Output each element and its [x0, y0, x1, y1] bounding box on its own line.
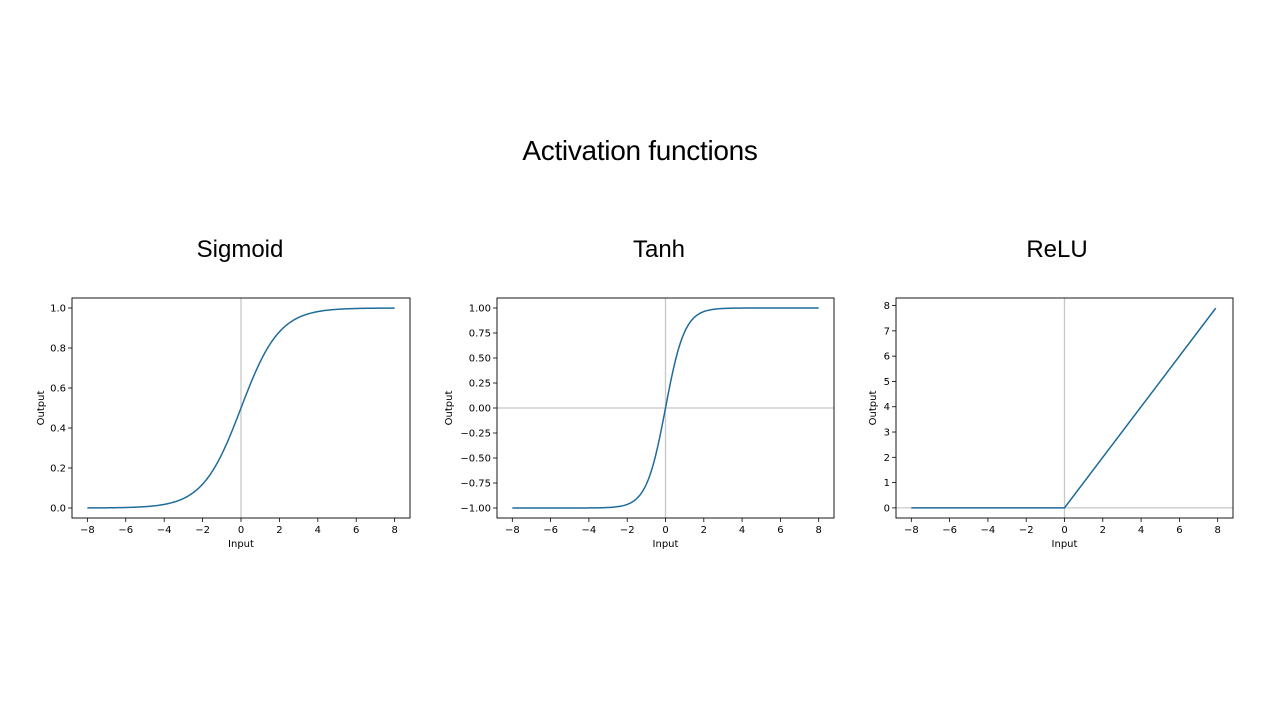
- sigmoid-y-tick-label: 0.8: [50, 344, 66, 355]
- page-title: Activation functions: [522, 135, 758, 166]
- tanh-x-tick-label: −4: [582, 525, 597, 536]
- relu-x-tick-label: 6: [1176, 525, 1182, 536]
- tanh-x-tick-label: 8: [815, 525, 821, 536]
- tanh-y-axis-label: Output: [444, 391, 455, 426]
- tanh-x-tick-label: −2: [620, 525, 635, 536]
- relu-y-tick-label: 8: [884, 301, 890, 312]
- sigmoid-x-tick-label: 2: [276, 525, 282, 536]
- sigmoid-x-tick-label: −8: [80, 525, 95, 536]
- sigmoid-x-tick-label: −4: [157, 525, 172, 536]
- sigmoid-chart: −8 −6 −4 −2 0 2 4 6 8 0.0 0.2 0.4 0.6 0.8 1.0 Input Outp…: [36, 297, 411, 550]
- tanh-y-tick-label: −0.25: [460, 429, 491, 440]
- relu-x-axis-label: Input: [1052, 539, 1078, 550]
- sigmoid-x-tick-label: 4: [315, 525, 321, 536]
- relu-y-tick-label: 4: [884, 402, 890, 413]
- tanh-chart-title: Tanh: [632, 236, 686, 263]
- tanh-y-tick-label: 0.50: [469, 354, 491, 365]
- relu-x-tick-label: −8: [904, 525, 919, 536]
- tanh-x-tick-label: 2: [701, 525, 707, 536]
- sigmoid-y-tick-label: 0.4: [50, 424, 66, 435]
- relu-chart-title: ReLU: [1026, 236, 1088, 263]
- relu-curve: [911, 307, 1217, 509]
- sigmoid-x-axis-label: Input: [228, 539, 254, 550]
- relu-y-axis-label: Output: [868, 391, 879, 426]
- tanh-x-tick-label: −6: [543, 525, 558, 536]
- relu-chart: −8 −6 −4 −2 0 2 4 6 8 0 1 2 3 4 5 6 7 8 Input Output: [868, 297, 1234, 550]
- relu-x-tick-label: 0: [1061, 525, 1067, 536]
- sigmoid-curve: [87, 307, 395, 509]
- tanh-y-tick-label: −1.00: [460, 504, 491, 515]
- tanh-x-axis-label: Input: [653, 539, 679, 550]
- relu-y-tick-label: 0: [884, 503, 890, 514]
- relu-y-tick-label: 3: [884, 428, 890, 439]
- relu-x-tick-label: −4: [981, 525, 996, 536]
- sigmoid-y-tick-label: 0.2: [50, 464, 66, 475]
- relu-x-tick-label: 4: [1138, 525, 1144, 536]
- tanh-curve: [512, 307, 819, 509]
- sigmoid-y-axis-label: Output: [36, 391, 47, 426]
- relu-x-tick-label: 8: [1214, 525, 1220, 536]
- sigmoid-x-tick-label: 8: [391, 525, 397, 536]
- tanh-x-tick-label: 6: [777, 525, 783, 536]
- tanh-chart: −8 −6 −4 −2 0 2 4 6 8 −1.00 −0.75 −0.50 −0.25 0.00 0.2…: [444, 297, 835, 550]
- tanh-y-tick-label: 1.00: [469, 304, 491, 315]
- sigmoid-y-tick-label: 0.0: [50, 504, 66, 515]
- tanh-y-tick-label: 0.75: [469, 329, 491, 340]
- tanh-y-tick-label: −0.75: [460, 479, 491, 490]
- tanh-x-tick-label: 4: [739, 525, 745, 536]
- sigmoid-x-tick-label: 6: [353, 525, 359, 536]
- relu-x-tick-label: −6: [942, 525, 957, 536]
- relu-y-tick-label: 5: [884, 377, 890, 388]
- sigmoid-x-tick-label: 0: [238, 525, 244, 536]
- tanh-x-tick-label: −8: [505, 525, 520, 536]
- relu-y-tick-label: 6: [884, 352, 890, 363]
- sigmoid-y-tick-label: 1.0: [50, 304, 66, 315]
- relu-y-tick-label: 2: [884, 453, 890, 464]
- relu-y-tick-label: 7: [884, 326, 890, 337]
- tanh-y-tick-label: 0.00: [469, 404, 491, 415]
- tanh-y-tick-label: 0.25: [469, 379, 491, 390]
- sigmoid-x-tick-label: −6: [118, 525, 133, 536]
- relu-x-tick-label: 2: [1100, 525, 1106, 536]
- tanh-x-tick-label: 0: [662, 525, 668, 536]
- sigmoid-y-tick-label: 0.6: [50, 384, 66, 395]
- sigmoid-x-tick-label: −2: [195, 525, 210, 536]
- relu-y-tick-label: 1: [884, 478, 890, 489]
- tanh-y-tick-label: −0.50: [460, 454, 491, 465]
- relu-x-tick-label: −2: [1019, 525, 1034, 536]
- sigmoid-chart-title: Sigmoid: [196, 236, 284, 263]
